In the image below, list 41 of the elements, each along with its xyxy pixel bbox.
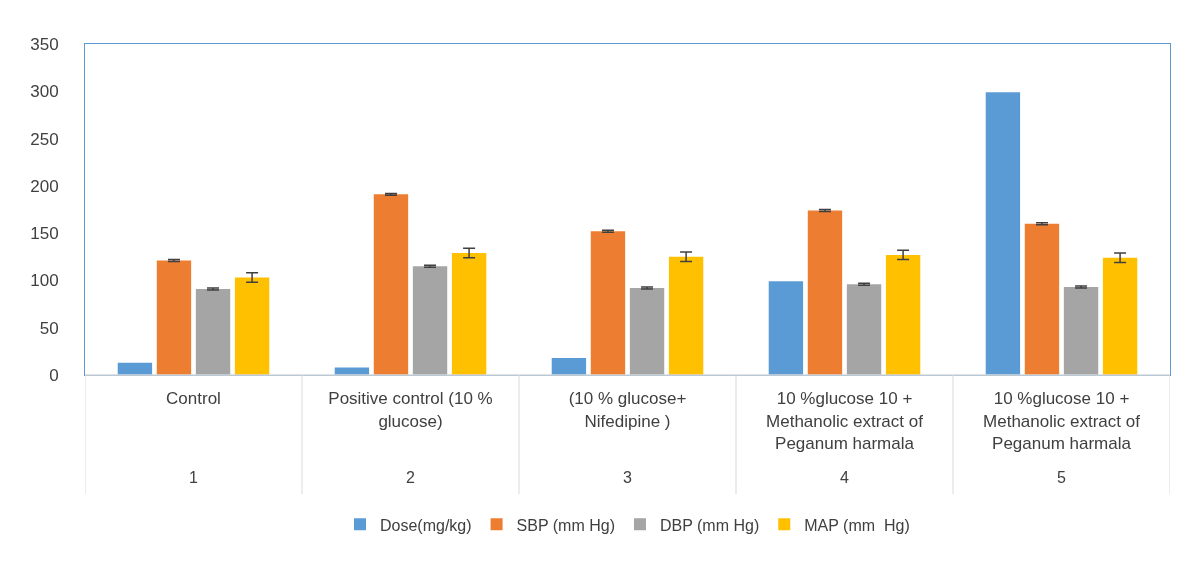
x-tick-label: (10 % glucose+ Nifedipine ) — [568, 389, 687, 431]
x-tick-label: Positive control (10 % glucose) — [328, 389, 493, 431]
x-tick-label: 10 %glucose 10 + Methanolic extract of Peganum harmala — [766, 389, 924, 453]
bar — [195, 288, 231, 375]
bar — [1063, 287, 1099, 375]
bar — [668, 256, 704, 375]
y-tick-label: 200 — [30, 176, 59, 196]
bar — [334, 367, 370, 375]
text: 4 — [840, 469, 849, 486]
bar — [807, 210, 843, 375]
text: 1 — [189, 469, 198, 486]
bar — [1024, 223, 1060, 375]
bar — [156, 260, 192, 375]
y-tick-label: 150 — [30, 224, 59, 244]
y-tick-label: 350 — [30, 34, 59, 54]
bar — [590, 231, 626, 375]
bar — [412, 266, 448, 375]
bar — [551, 357, 587, 375]
bar — [629, 287, 665, 375]
legend-label: MAP (mm Hg) — [804, 516, 910, 534]
legend-label: Dose(mg/kg) — [380, 516, 472, 534]
bar — [373, 194, 409, 375]
bar — [846, 284, 882, 375]
legend-label: SBP (mm Hg) — [516, 516, 615, 534]
bar — [885, 254, 921, 375]
text: 3 — [623, 469, 632, 486]
x-tick-label: Control — [166, 389, 221, 409]
bar — [985, 92, 1021, 375]
legend-label: DBP (mm Hg) — [659, 516, 760, 534]
y-tick-label: 250 — [30, 129, 59, 149]
y-tick-label: 0 — [49, 365, 59, 385]
bar — [451, 253, 487, 375]
bar — [768, 281, 804, 375]
x-tick-label: 10 %glucose 10 + Methanolic extract of Peganum harmala — [983, 389, 1141, 453]
bar — [234, 277, 270, 375]
text: 2 — [406, 469, 415, 486]
text: 5 — [1057, 469, 1066, 486]
y-tick-label: 100 — [30, 271, 59, 291]
y-tick-label: 50 — [39, 318, 59, 338]
bar — [1102, 257, 1138, 375]
y-tick-label: 300 — [30, 82, 59, 102]
